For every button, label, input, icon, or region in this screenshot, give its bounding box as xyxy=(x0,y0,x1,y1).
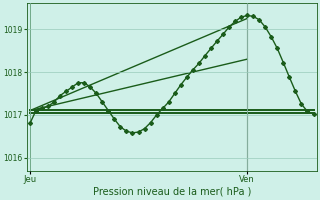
X-axis label: Pression niveau de la mer( hPa ): Pression niveau de la mer( hPa ) xyxy=(92,187,251,197)
